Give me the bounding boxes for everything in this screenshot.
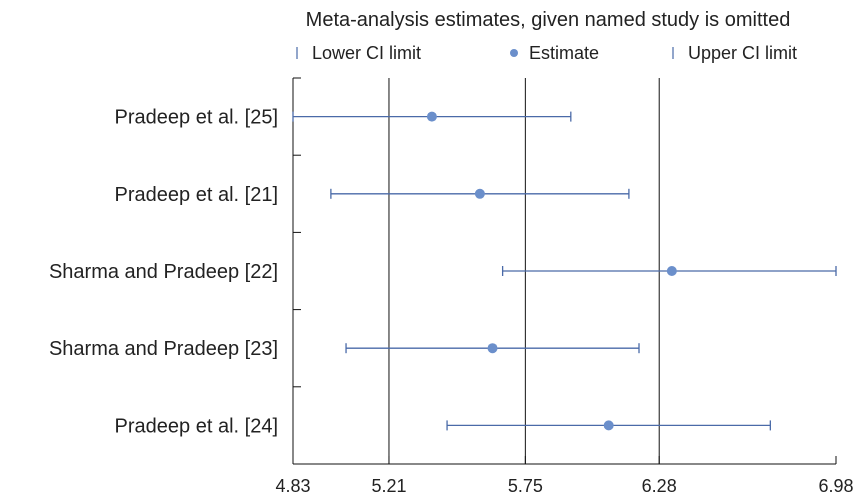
legend-estimate-marker: [510, 49, 518, 57]
estimate-point: [603, 420, 614, 431]
study-label: Sharma and Pradeep [22]: [49, 261, 278, 283]
study-labels: Pradeep et al. [25] Pradeep et al. [21] Sh…: [49, 107, 278, 438]
x-tick-label: 6.28: [642, 476, 677, 496]
study-label: Pradeep et al. [24]: [115, 415, 278, 437]
estimate-point: [474, 188, 485, 199]
x-tick-label: 4.83: [275, 476, 310, 496]
legend-label: Estimate: [529, 43, 599, 63]
legend: Lower CI limit Estimate Upper CI limit: [296, 43, 797, 63]
axes: [292, 77, 837, 465]
study-label: Pradeep et al. [25]: [115, 107, 278, 129]
estimate-point: [426, 111, 437, 122]
study-label: Pradeep et al. [21]: [115, 184, 278, 206]
legend-label: Upper CI limit: [688, 43, 797, 63]
estimate-point: [666, 266, 677, 276]
study-label: Sharma and Pradeep [23]: [49, 338, 278, 360]
x-tick-label: 5.21: [371, 476, 406, 496]
legend-label: Lower CI limit: [312, 43, 421, 63]
x-tick-labels: 4.83 5.21 5.75 6.28 6.98: [275, 476, 853, 496]
estimate-point: [487, 343, 498, 354]
chart-title: Meta-analysis estimates, given named stu…: [306, 9, 791, 31]
x-tick-label: 6.98: [818, 476, 853, 496]
x-tick-label: 5.75: [508, 476, 543, 496]
ci-marks: [292, 111, 837, 431]
